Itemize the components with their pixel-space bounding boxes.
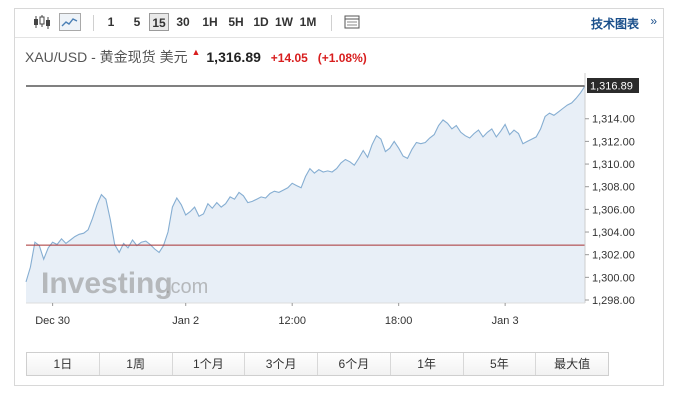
range-button[interactable]: 1年 [391,353,464,375]
last-price-badge-label: 1,316.89 [590,81,633,93]
timeframe-5[interactable]: 5 [133,15,141,29]
candlestick-icon[interactable] [31,13,53,31]
x-tick-label: Jan 3 [492,315,519,327]
y-tick-label: 1,312.00 [592,136,635,148]
y-tick-label: 1,306.00 [592,204,635,216]
timeframe-15[interactable]: 15 [149,13,169,31]
range-button[interactable]: 1个月 [173,353,246,375]
timeframe-1d[interactable]: 1D [253,15,269,29]
y-tick-label: 1,310.00 [592,159,635,171]
y-tick-label: 1,302.00 [592,250,635,262]
watermark-suffix: .com [165,276,208,298]
x-tick-label: 18:00 [385,315,413,327]
timeframe-5h[interactable]: 5H [228,15,244,29]
toolbar-separator [331,15,332,31]
chart-toolbar: 1 5 15 30 1H 5H 1D 1W 1M 技术图表 » [15,9,663,38]
range-selector: 1日 1周 1个月 3个月 6个月 1年 5年 最大值 [26,352,609,376]
range-button[interactable]: 5年 [464,353,537,375]
timeframe-1w[interactable]: 1W [275,15,293,29]
price-change-pct: (+1.08%) [317,51,367,65]
price-change: +14.05 [270,51,308,65]
x-tick-label: Jan 2 [172,315,199,327]
range-button[interactable]: 1日 [27,353,100,375]
table-icon[interactable] [341,13,363,31]
technical-chart-link[interactable]: 技术图表 [590,17,639,31]
last-price-badge [587,78,639,93]
x-tick-label: 12:00 [278,315,306,327]
range-button[interactable]: 6个月 [318,353,391,375]
price-chart[interactable]: Investing.com 1,298.00 1,300.00 1,302.00 1,3… [15,9,663,349]
timeframe-30[interactable]: 30 [176,15,190,29]
price-area [26,86,585,303]
timeframe-1h[interactable]: 1H [202,15,218,29]
y-tick-label: 1,308.00 [592,182,635,194]
x-tick-label: Dec 30 [35,315,70,327]
toolbar-separator [93,15,94,31]
range-button[interactable]: 最大值 [554,357,591,371]
last-price: 1,316.89 [206,49,261,65]
line-chart-icon[interactable] [59,13,81,31]
y-tick-label: 1,300.00 [592,272,635,284]
y-tick-label: 1,314.00 [592,114,635,126]
y-tick-label: 1,298.00 [592,295,635,307]
instrument-name: XAU/USD - 黄金现货 美元 [25,49,188,65]
timeframe-1[interactable]: 1 [107,15,115,29]
range-button[interactable]: 3个月 [245,353,318,375]
price-line [25,85,586,283]
range-button[interactable]: 1周 [100,353,173,375]
chart-widget: 1 5 15 30 1H 5H 1D 1W 1M 技术图表 » XAU/USD - 黄金现货 美… [14,8,664,386]
timeframe-1m[interactable]: 1M [299,15,317,29]
double-chevron-icon[interactable]: » [650,14,657,28]
y-tick-label: 1,304.00 [592,227,635,239]
up-arrow-icon: ▲ [191,47,201,57]
watermark-logo: Investing [41,267,173,300]
quote-header: XAU/USD - 黄金现货 美元 ▲ 1,316.89 +14.05 (+1.0… [25,47,367,67]
